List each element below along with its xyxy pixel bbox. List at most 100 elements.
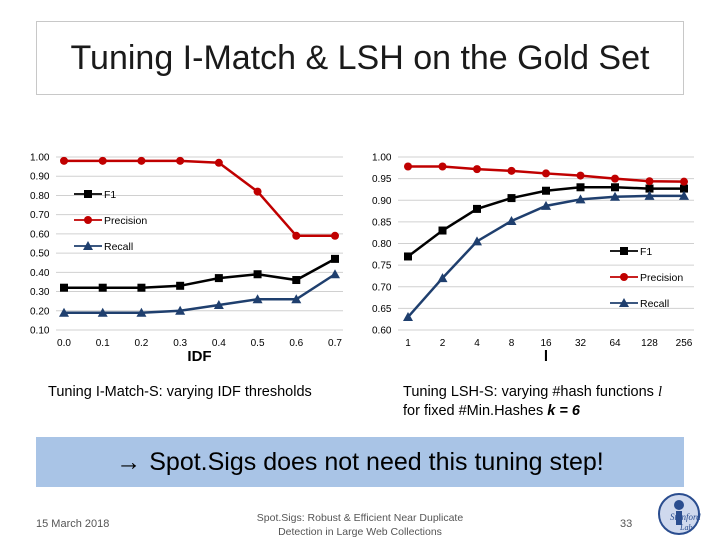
data-point-precision — [253, 187, 262, 196]
legend-marker — [84, 216, 92, 224]
data-point-precision — [137, 156, 146, 165]
data-point-recall — [541, 200, 551, 210]
data-point-precision — [542, 169, 550, 178]
data-point-precision — [404, 162, 412, 171]
footer-title-line-1: Spot.Sigs: Robust & Efficient Near Dupli… — [256, 512, 464, 524]
data-point-precision — [292, 231, 301, 240]
data-point-precision — [507, 166, 516, 175]
arrow-right-icon: → — [116, 447, 142, 476]
y-tick-label: 0.80 — [30, 191, 50, 202]
x-tick-label: 0.3 — [173, 338, 187, 349]
page-number: 33 — [620, 518, 633, 530]
x-tick-label: 1 — [405, 338, 411, 349]
x-tick-label: 0.6 — [289, 338, 303, 349]
x-tick-label: 64 — [609, 338, 621, 349]
data-point-f1 — [176, 281, 185, 290]
legend-marker — [84, 190, 92, 198]
right-caption-line-1: Tuning LSH-S: varying #hash functions l — [403, 383, 662, 402]
data-point-precision — [576, 171, 585, 180]
stanford-lab-logo-icon: Stanford Lab — [658, 493, 701, 535]
data-point-recall — [291, 294, 302, 304]
data-point-f1 — [60, 283, 68, 292]
data-point-recall — [136, 307, 147, 317]
conclusion-banner: → Spot.Sigs does not need this tuning st… — [36, 437, 684, 487]
x-tick-label: 0.4 — [212, 338, 226, 349]
y-tick-label: 0.30 — [30, 287, 50, 298]
x-tick-label: 16 — [540, 338, 552, 349]
legend-label: Precision — [640, 272, 683, 284]
data-point-f1 — [214, 274, 223, 283]
data-point-recall — [610, 191, 620, 201]
data-point-f1 — [292, 276, 301, 285]
series-line-f1 — [64, 257, 336, 289]
data-point-recall — [330, 269, 340, 279]
x-tick-label: 32 — [575, 338, 587, 349]
legend-marker — [83, 241, 93, 250]
data-point-precision — [438, 162, 447, 171]
x-tick-label: 2 — [440, 338, 446, 349]
right-caption-k-value: k = 6 — [547, 403, 580, 419]
data-point-f1 — [611, 183, 619, 192]
x-axis-label: l — [544, 348, 548, 365]
data-point-f1 — [507, 194, 516, 203]
y-tick-label: 1.00 — [30, 153, 50, 164]
y-tick-label: 0.85 — [372, 217, 392, 228]
data-point-precision — [611, 174, 619, 183]
data-point-recall — [97, 307, 108, 317]
data-point-f1 — [137, 283, 146, 292]
y-tick-label: 0.50 — [30, 249, 50, 260]
data-point-f1 — [438, 226, 447, 235]
y-tick-label: 0.20 — [30, 306, 50, 317]
data-point-precision — [214, 158, 223, 167]
right-caption-variable: l — [657, 384, 662, 400]
x-tick-label: 256 — [676, 338, 693, 349]
slide-title: Tuning I-Match & LSH on the Gold Set — [36, 21, 684, 95]
legend-label: Precision — [104, 215, 147, 227]
data-point-precision — [60, 156, 68, 165]
right-caption-line-2: for fixed #Min.Hashes k = 6 — [403, 402, 662, 421]
footer-date: 15 March 2018 — [36, 518, 110, 530]
x-tick-label: 0.2 — [134, 338, 148, 349]
x-tick-label: 8 — [509, 338, 515, 349]
x-tick-label: 4 — [474, 338, 480, 349]
x-tick-label: 0.5 — [251, 338, 265, 349]
chart-lsh-tuning: 0.60 0.65 0.70 0.75 0.80 0.85 0.90 0.95 1.00 1 2 4 8… — [372, 153, 694, 365]
y-tick-label: 0.60 — [30, 229, 50, 240]
y-tick-label: 0.75 — [372, 261, 392, 272]
x-tick-label: 128 — [641, 338, 658, 349]
y-tick-label: 0.10 — [30, 326, 50, 337]
data-point-f1 — [576, 183, 585, 192]
footer-title: Spot.Sigs: Robust & Efficient Near Dupli… — [240, 511, 480, 539]
y-tick-label: 1.00 — [372, 153, 392, 164]
y-tick-label: 0.70 — [30, 210, 50, 221]
right-chart-caption: Tuning LSH-S: varying #hash functions l … — [403, 383, 662, 421]
data-point-f1 — [98, 283, 107, 292]
data-point-f1 — [253, 270, 262, 279]
x-tick-label: 0.7 — [328, 338, 342, 349]
chart-idf-tuning: 0.10 0.20 0.30 0.40 0.50 0.60 0.70 0.80 0.90 1.00… — [30, 153, 343, 365]
legend-label: F1 — [640, 246, 652, 258]
footer-title-line-2: Detection in Large Web Collections — [278, 526, 442, 538]
legend-label: Recall — [640, 298, 669, 310]
data-point-f1 — [645, 184, 654, 193]
x-axis-label: IDF — [187, 348, 211, 365]
left-chart-caption: Tuning I-Match-S: varying IDF thresholds — [48, 384, 312, 400]
data-point-precision — [176, 156, 185, 165]
data-point-recall — [403, 312, 413, 322]
data-point-precision — [331, 231, 339, 240]
data-point-recall — [506, 216, 517, 226]
y-tick-label: 0.95 — [372, 174, 392, 185]
data-point-recall — [437, 273, 448, 283]
data-point-f1 — [331, 254, 339, 263]
data-point-precision — [645, 177, 654, 186]
x-tick-label: 0.0 — [57, 338, 71, 349]
data-point-recall — [175, 305, 186, 315]
svg-text:Lab: Lab — [679, 523, 692, 532]
right-caption-text-2: for fixed #Min.Hashes — [403, 403, 548, 419]
data-point-f1 — [542, 186, 550, 195]
legend-label: Recall — [104, 241, 133, 253]
legend-label: F1 — [104, 189, 116, 201]
svg-text:Stanford: Stanford — [670, 512, 701, 522]
y-tick-label: 0.70 — [372, 282, 392, 293]
y-tick-label: 0.90 — [372, 196, 392, 207]
